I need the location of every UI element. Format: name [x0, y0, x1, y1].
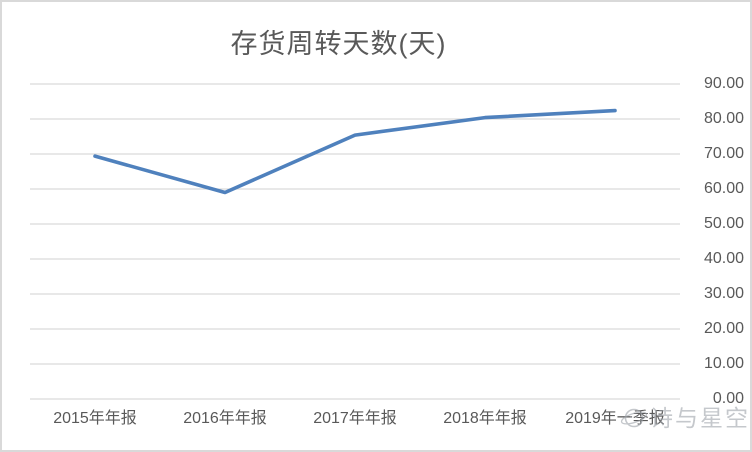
x-tick-label: 2017年年报 [313, 410, 397, 427]
y-tick-label: 20.00 [703, 320, 744, 337]
x-tick-label: 2019年一季报 [565, 410, 665, 427]
x-tick-label: 2018年年报 [443, 410, 527, 427]
data-series-line [93, 108, 617, 195]
y-tick-label: 10.00 [703, 355, 744, 372]
x-tick-label: 2016年年报 [183, 410, 267, 427]
x-tick-label: 2015年年报 [53, 410, 137, 427]
y-tick-label: 50.00 [703, 215, 744, 232]
y-tick-label: 40.00 [703, 250, 744, 267]
y-tick-label: 70.00 [703, 145, 744, 162]
y-tick-label: 30.00 [703, 285, 744, 302]
chart-title: 存货周转天数(天) [230, 29, 447, 59]
y-tick-label: 0.00 [712, 390, 744, 407]
y-tick-label: 90.00 [703, 75, 744, 92]
y-tick-label: 60.00 [703, 180, 744, 197]
y-tick-label: 80.00 [703, 110, 744, 127]
